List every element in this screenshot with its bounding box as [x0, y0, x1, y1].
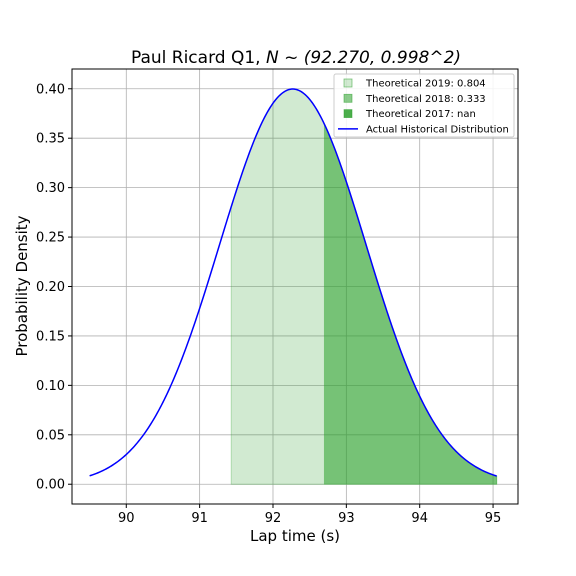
y-axis-label: Probability Density [13, 215, 31, 356]
y-tick-label: 0.20 [36, 280, 65, 295]
x-tick-label: 93 [338, 511, 355, 526]
legend-label: Theoretical 2018: 0.333 [365, 94, 486, 105]
legend-label: Theoretical 2019: 0.804 [365, 79, 486, 90]
y-tick-label: 0.40 [36, 82, 65, 97]
y-tick-label: 0.05 [36, 428, 65, 443]
legend-swatch [343, 93, 353, 103]
x-tick-label: 92 [265, 511, 282, 526]
legend-label: Theoretical 2017: nan [365, 109, 476, 120]
legend: Theoretical 2019: 0.804 Theoretical 2018:… [333, 73, 515, 138]
y-tick-label: 0.10 [36, 379, 65, 394]
x-tick-label: 90 [118, 511, 135, 526]
chart-title-prefix: Paul Ricard Q1, [131, 48, 266, 68]
distribution-line [89, 88, 497, 477]
x-tick-label: 94 [411, 511, 428, 526]
chart-title: Paul Ricard Q1, N ~ (92.270, 0.998^2) [131, 48, 461, 68]
legend-label: Actual Historical Distribution [366, 124, 509, 135]
distribution-line-group [89, 88, 497, 477]
chart-title-math: N ~ (92.270, 0.998^2) [266, 48, 461, 68]
x-tick-label: 91 [191, 511, 208, 526]
x-tick-label: 95 [485, 511, 502, 526]
y-tick-label: 0.15 [36, 329, 65, 344]
y-tick-label: 0.35 [36, 132, 65, 147]
y-tick-label: 0.00 [36, 478, 65, 493]
x-axis: 90 91 92 93 94 95 [118, 504, 501, 526]
y-tick-label: 0.30 [36, 181, 65, 196]
y-axis: 0.00 0.05 0.10 0.15 0.20 0.25 0.30 0.35 0.40 [36, 82, 72, 493]
legend-swatch [343, 109, 353, 118]
y-tick-label: 0.25 [36, 231, 65, 246]
legend-swatch [343, 78, 353, 88]
legend-box [333, 73, 515, 138]
x-axis-label: Lap time (s) [250, 527, 340, 545]
